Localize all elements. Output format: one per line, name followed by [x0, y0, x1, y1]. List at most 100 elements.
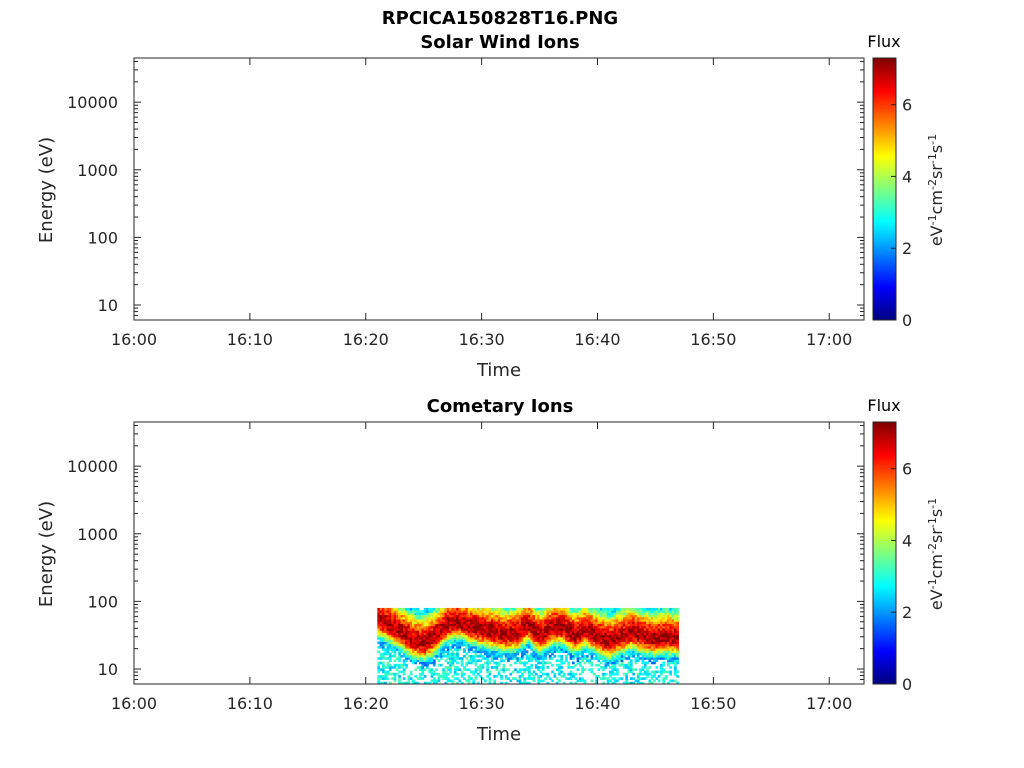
heatmap-cell	[574, 630, 578, 633]
heatmap-cell	[412, 661, 415, 665]
heatmap-cell	[407, 607, 411, 611]
heatmap-cell	[497, 648, 501, 651]
heatmap-cell	[463, 625, 466, 629]
heatmap-cell	[483, 623, 487, 627]
heatmap-cell	[613, 668, 617, 671]
heatmap-cell	[606, 610, 610, 613]
heatmap-cell	[463, 621, 466, 624]
heatmap-cell	[423, 650, 427, 654]
heatmap-cell	[511, 654, 515, 658]
heatmap-cell	[541, 672, 545, 676]
heatmap-cell	[449, 607, 452, 611]
heatmap-cell	[551, 614, 554, 618]
heatmap-cell	[504, 623, 508, 627]
heatmap-cell	[460, 616, 464, 620]
heatmap-cell	[381, 668, 385, 671]
heatmap-cell	[541, 659, 545, 663]
heatmap-cell	[555, 614, 559, 618]
heatmap-cell	[604, 672, 608, 676]
heatmap-cell	[657, 650, 661, 654]
heatmap-cell	[597, 659, 601, 663]
heatmap-cell	[500, 634, 503, 638]
heatmap-cell	[518, 607, 522, 611]
heatmap-cell	[381, 607, 385, 611]
x-tick-label: 16:20	[343, 694, 389, 713]
heatmap-cell	[534, 614, 538, 618]
heatmap-cell	[518, 661, 522, 665]
heatmap-cell	[460, 670, 464, 674]
heatmap-cell	[421, 616, 425, 620]
heatmap-cell	[620, 657, 624, 660]
heatmap-cell	[546, 628, 550, 631]
heatmap-cell	[604, 659, 608, 663]
heatmap-cell	[423, 659, 427, 663]
heatmap-cell	[523, 632, 527, 636]
heatmap-cell	[495, 652, 499, 656]
heatmap-cell	[613, 659, 617, 663]
heatmap-cell	[551, 628, 554, 631]
heatmap-cell	[597, 634, 601, 638]
heatmap-cell	[402, 625, 406, 629]
heatmap-cell	[446, 661, 450, 665]
heatmap-cell	[613, 614, 617, 618]
heatmap-cell	[388, 654, 392, 658]
heatmap-cell	[530, 666, 534, 669]
heatmap-cell	[546, 661, 550, 665]
heatmap-cell	[553, 639, 557, 642]
heatmap-cell	[676, 641, 680, 645]
heatmap-cell	[416, 645, 420, 649]
x-tick-label: 16:40	[574, 330, 620, 349]
heatmap-cell	[449, 616, 452, 620]
heatmap-cell	[416, 632, 420, 636]
heatmap-cell	[467, 634, 471, 638]
heatmap-cell	[379, 619, 383, 622]
heatmap-cell	[636, 650, 640, 654]
heatmap-cell	[423, 639, 427, 642]
heatmap-cell	[426, 657, 429, 660]
heatmap-cell	[386, 625, 390, 629]
heatmap-cell	[391, 643, 394, 647]
heatmap-cell	[537, 668, 540, 671]
heatmap-cell	[618, 619, 622, 622]
heatmap-cell	[537, 645, 540, 649]
heatmap-cell	[532, 657, 536, 660]
heatmap-cell	[398, 641, 401, 645]
heatmap-cell	[467, 668, 471, 671]
heatmap-cell	[662, 650, 666, 654]
heatmap-cell	[474, 625, 478, 629]
heatmap-cell	[655, 619, 659, 622]
heatmap-cell	[395, 614, 399, 618]
heatmap-cell	[578, 672, 582, 676]
heatmap-cell	[428, 681, 432, 684]
heatmap-cell	[493, 625, 496, 629]
heatmap-cell	[474, 632, 478, 636]
heatmap-cell	[562, 621, 566, 624]
heatmap-cell	[558, 643, 561, 647]
heatmap-cell	[660, 643, 663, 647]
heatmap-cell	[444, 612, 448, 616]
heatmap-cell	[581, 652, 584, 656]
heatmap-cell	[537, 619, 540, 622]
heatmap-cell	[625, 639, 629, 642]
heatmap-cell	[583, 634, 587, 638]
heatmap-cell	[379, 645, 383, 649]
heatmap-cell	[576, 657, 580, 660]
heatmap-cell	[539, 675, 543, 678]
heatmap-cell	[576, 641, 580, 645]
heatmap-cell	[444, 672, 448, 676]
heatmap-cell	[572, 650, 575, 654]
heatmap-cell	[627, 650, 631, 654]
heatmap-cell	[463, 616, 466, 620]
heatmap-cell	[514, 614, 517, 618]
heatmap-cell	[653, 634, 656, 638]
heatmap-cell	[467, 632, 471, 636]
heatmap-cell	[421, 634, 425, 638]
heatmap-cell	[544, 612, 547, 616]
heatmap-cell	[583, 668, 587, 671]
heatmap-cell	[673, 621, 677, 624]
heatmap-cell	[525, 666, 529, 669]
heatmap-cell	[456, 650, 459, 654]
heatmap-cell	[616, 628, 619, 631]
heatmap-cell	[562, 607, 566, 611]
heatmap-cell	[474, 675, 478, 678]
